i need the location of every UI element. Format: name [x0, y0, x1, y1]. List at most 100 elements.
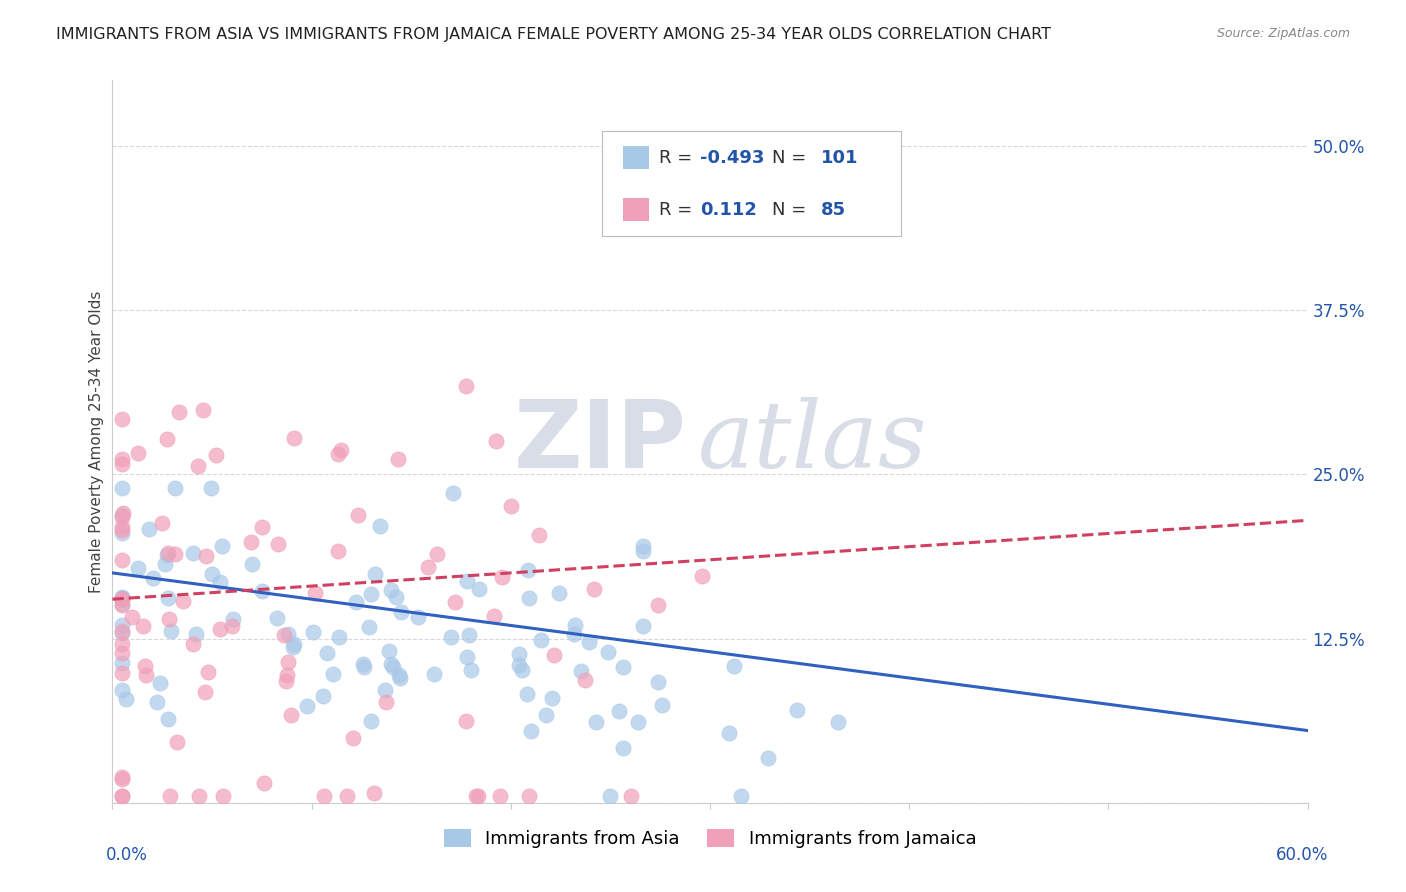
Point [186, 626, 208, 640]
Point [209, 574, 232, 589]
Point [200, 481, 222, 495]
Point [543, 648, 565, 663]
Point [516, 687, 538, 701]
Point [465, 789, 488, 804]
Point [276, 668, 298, 682]
Point [111, 508, 134, 522]
Point [564, 627, 586, 641]
Point [574, 673, 596, 688]
Point [197, 665, 219, 680]
Point [353, 660, 375, 674]
Point [416, 560, 439, 574]
Point [314, 789, 336, 804]
Legend: Immigrants from Asia, Immigrants from Jamaica: Immigrants from Asia, Immigrants from Ja… [437, 822, 983, 855]
Point [280, 708, 302, 723]
Point [111, 597, 134, 611]
Point [517, 591, 540, 605]
Point [156, 432, 179, 446]
Point [240, 535, 263, 549]
Point [221, 619, 243, 633]
Point [730, 789, 752, 804]
Point [111, 591, 134, 605]
Text: ZIP: ZIP [513, 395, 686, 488]
Point [134, 659, 156, 673]
Point [501, 500, 523, 514]
Point [153, 558, 176, 572]
Point [209, 623, 232, 637]
Point [517, 789, 540, 804]
Point [723, 659, 745, 673]
Point [756, 751, 779, 765]
Point [111, 683, 134, 698]
Point [281, 640, 304, 654]
Point [326, 544, 349, 558]
Point [384, 590, 406, 604]
Point [111, 412, 134, 426]
Point [159, 624, 181, 638]
Point [150, 516, 173, 530]
Point [484, 608, 506, 623]
Point [221, 612, 243, 626]
Point [111, 624, 134, 638]
Point [121, 610, 143, 624]
Point [569, 664, 592, 678]
Point [827, 714, 849, 729]
Point [359, 619, 381, 633]
Point [273, 628, 295, 642]
Point [609, 704, 631, 718]
Point [181, 637, 204, 651]
Point [283, 431, 305, 445]
Point [156, 591, 179, 605]
Point [467, 789, 489, 804]
Point [360, 587, 382, 601]
Point [456, 649, 478, 664]
Point [718, 726, 741, 740]
Point [304, 586, 326, 600]
Point [211, 789, 233, 804]
Point [344, 595, 367, 609]
Point [240, 557, 263, 571]
Text: 0.0%: 0.0% [105, 846, 148, 863]
Point [111, 618, 134, 632]
Point [389, 672, 412, 686]
Point [540, 690, 562, 705]
Point [510, 663, 533, 677]
Point [135, 668, 157, 682]
Point [111, 520, 134, 534]
Point [193, 402, 215, 417]
Point [187, 458, 209, 473]
Point [352, 657, 374, 671]
Point [596, 645, 619, 659]
Point [491, 570, 513, 584]
Point [612, 660, 634, 674]
Point [146, 695, 169, 709]
Point [111, 553, 134, 567]
Point [460, 663, 482, 677]
Point [127, 445, 149, 459]
Point [627, 714, 650, 729]
Text: 60.0%: 60.0% [1277, 846, 1329, 863]
Point [138, 522, 160, 536]
Point [612, 741, 634, 756]
Point [283, 637, 305, 651]
Point [111, 590, 134, 604]
Point [578, 635, 600, 649]
Point [370, 519, 392, 533]
Point [388, 668, 411, 682]
Point [441, 486, 464, 500]
FancyBboxPatch shape [603, 131, 901, 235]
Point [112, 506, 135, 520]
Point [111, 481, 134, 495]
Point [363, 786, 385, 800]
Point [456, 574, 478, 588]
Point [347, 508, 370, 522]
Point [312, 689, 335, 703]
Point [111, 789, 134, 804]
Point [564, 617, 586, 632]
Point [485, 434, 508, 448]
Point [387, 451, 409, 466]
Point [364, 567, 387, 582]
Point [127, 561, 149, 575]
Point [406, 610, 429, 624]
Text: 101: 101 [821, 149, 859, 167]
